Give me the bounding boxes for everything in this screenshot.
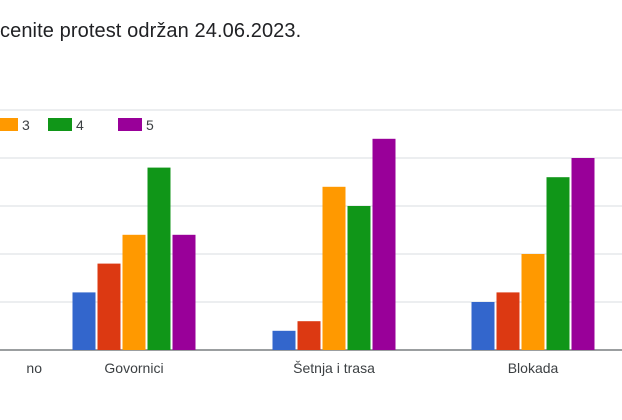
bar xyxy=(172,234,196,350)
bar xyxy=(571,158,595,350)
legend-label: 4 xyxy=(76,117,84,133)
chart-title: cenite protest održan 24.06.2023. xyxy=(0,20,302,42)
bar xyxy=(471,302,495,350)
bar xyxy=(372,138,396,350)
legend-swatch xyxy=(118,118,142,131)
legend-label: 3 xyxy=(22,117,30,133)
bar xyxy=(322,186,346,350)
x-tick-label: Govornici xyxy=(104,360,163,376)
bar xyxy=(122,234,146,350)
bar xyxy=(97,263,121,350)
bar xyxy=(297,321,321,350)
legend-label: 5 xyxy=(146,117,154,133)
bar xyxy=(72,292,96,350)
legend-swatch xyxy=(0,118,18,131)
x-tick-label: Blokada xyxy=(508,360,559,376)
bar xyxy=(521,254,545,350)
bar xyxy=(147,167,171,350)
bar xyxy=(272,330,296,350)
bar xyxy=(546,177,570,350)
x-tick-label: Šetnja i trasa xyxy=(293,360,375,376)
bar xyxy=(347,206,371,350)
x-tick-label: no xyxy=(26,360,42,376)
legend-swatch xyxy=(48,118,72,131)
bar xyxy=(496,292,520,350)
